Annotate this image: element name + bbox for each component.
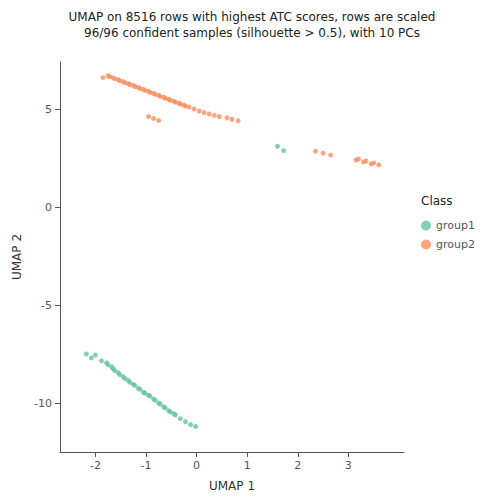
svg-text:96/96 confident samples (silho: 96/96 confident samples (silhouette > 0.… xyxy=(84,26,420,40)
svg-text:group1: group1 xyxy=(436,219,475,232)
svg-text:-10: -10 xyxy=(34,397,52,410)
svg-text:Class: Class xyxy=(421,194,453,208)
svg-text:0: 0 xyxy=(193,459,200,472)
svg-text:-2: -2 xyxy=(90,459,101,472)
svg-text:UMAP 1: UMAP 1 xyxy=(209,479,255,493)
svg-text:UMAP on 8516 rows with highest: UMAP on 8516 rows with highest ATC score… xyxy=(69,10,436,24)
svg-text:group2: group2 xyxy=(436,238,475,251)
svg-text:UMAP 2: UMAP 2 xyxy=(10,234,24,280)
svg-text:3: 3 xyxy=(345,459,352,472)
svg-text:-5: -5 xyxy=(41,299,52,312)
svg-text:2: 2 xyxy=(294,459,301,472)
svg-text:-1: -1 xyxy=(141,459,152,472)
svg-text:5: 5 xyxy=(45,103,52,116)
svg-text:0: 0 xyxy=(45,201,52,214)
svg-text:1: 1 xyxy=(244,459,251,472)
